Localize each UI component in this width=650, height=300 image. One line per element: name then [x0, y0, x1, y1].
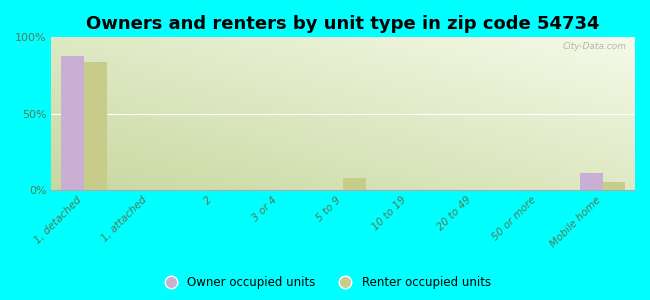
Bar: [61, 56, 84, 190]
Bar: [343, 178, 366, 190]
Bar: [580, 173, 603, 190]
Legend: Owner occupied units, Renter occupied units: Owner occupied units, Renter occupied un…: [154, 272, 496, 294]
Bar: [603, 182, 625, 190]
Bar: [84, 62, 107, 190]
Text: City-Data.com: City-Data.com: [562, 42, 626, 51]
Title: Owners and renters by unit type in zip code 54734: Owners and renters by unit type in zip c…: [86, 15, 600, 33]
